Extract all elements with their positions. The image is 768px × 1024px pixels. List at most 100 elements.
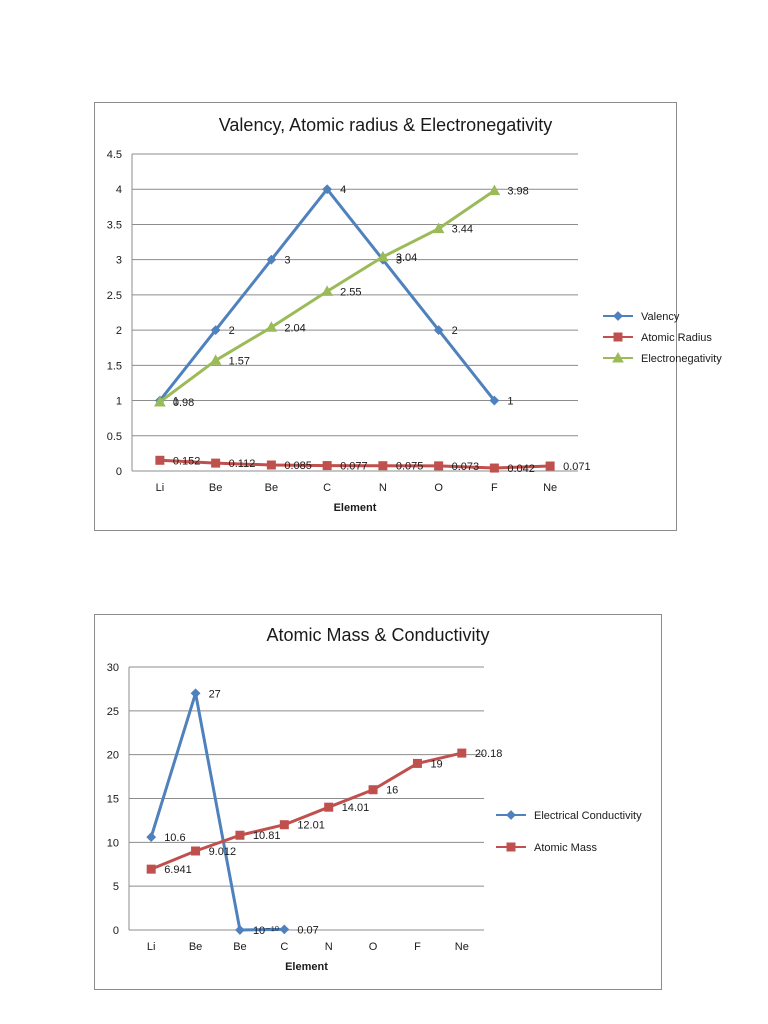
data-label: 3.44 [452, 224, 473, 236]
data-label: 0.042 [507, 463, 535, 475]
data-point [210, 325, 221, 336]
data-label: 1 [507, 396, 513, 408]
data-point [155, 455, 165, 465]
y-tick-label: 4.5 [107, 149, 122, 161]
data-point [368, 785, 378, 795]
gridlines [132, 153, 578, 472]
data-point [191, 846, 201, 856]
y-tick-label: 30 [107, 662, 119, 674]
data-label: 0.077 [340, 461, 368, 473]
data-point [279, 820, 289, 830]
data-point [321, 285, 333, 296]
data-label: 10.81 [253, 830, 281, 842]
data-label: 0.075 [396, 461, 424, 473]
data-label: 3 [284, 255, 290, 267]
y-tick-label: 1.5 [107, 360, 122, 372]
gridlines [129, 666, 484, 931]
legend-entry: Atomic Mass [534, 842, 597, 854]
data-label: 10⁻¹⁰ [253, 925, 280, 937]
x-tick-label: Be [265, 482, 278, 494]
series-line [158, 189, 496, 404]
x-tick-label: C [323, 482, 331, 494]
data-point [433, 325, 444, 336]
y-tick-label: 0 [116, 466, 122, 478]
data-point [457, 748, 467, 758]
x-tick-label: O [369, 941, 378, 953]
data-label: 2 [229, 325, 235, 337]
data-point [154, 395, 166, 407]
data-label: 19 [430, 758, 442, 770]
data-label: 2 [452, 325, 458, 337]
chart-plot-area: 0 0.5 1 1.5 2 2.5 3 3.5 4 4.5 Li Be Be C N O F Ne Element 1… [107, 149, 723, 514]
x-tick-label: Be [233, 941, 246, 953]
data-label: 27 [209, 688, 221, 700]
data-label: 16 [386, 785, 398, 797]
data-label: 2.04 [284, 322, 305, 334]
x-axis-title: Element [285, 961, 328, 973]
legend-entry: Electronegativity [641, 353, 722, 365]
x-tick-label: F [491, 482, 498, 494]
y-tick-label: 2 [116, 325, 122, 337]
data-label: 4 [340, 184, 346, 196]
data-point [235, 830, 245, 840]
data-label: 9.012 [209, 846, 237, 858]
data-point [266, 254, 277, 265]
data-label: 0.07 [297, 924, 318, 936]
data-point [235, 925, 245, 935]
data-point [265, 321, 278, 332]
data-point [324, 802, 334, 812]
x-tick-label: O [434, 482, 443, 494]
data-label: 10.6 [164, 832, 185, 844]
data-point [412, 758, 422, 768]
data-label: 0.085 [284, 460, 312, 472]
data-point [378, 461, 388, 471]
legend-marker [612, 351, 624, 363]
data-point [266, 460, 276, 470]
chart-valency-radius-electronegativity: Valency, Atomic radius & Electronegativi… [94, 102, 723, 531]
data-point [209, 354, 222, 365]
y-tick-label: 4 [116, 184, 122, 196]
y-tick-label: 0.5 [107, 431, 122, 443]
data-label: 3 [396, 255, 402, 267]
data-label: 0.152 [173, 455, 201, 467]
legend-marker [613, 311, 623, 321]
data-point [488, 184, 501, 196]
series-line [159, 458, 551, 470]
legend: Valency Atomic Radius Electronegativity [603, 311, 722, 365]
y-tick-label: 5 [113, 881, 119, 893]
data-label: 3.04 [396, 252, 417, 264]
data-point [377, 250, 389, 262]
data-point [432, 222, 445, 234]
y-tick-label: 25 [107, 706, 119, 718]
series-atomic-radius: 0.152 0.112 0.085 0.077 0.075 0.073 0.042 0.071 [155, 455, 591, 475]
legend: Electrical Conductivity Atomic Mass [496, 810, 642, 854]
chart-plot-area: 0 5 10 15 20 25 30 Li Be Be C N O F Ne Element 10.6 27 10⁻… [107, 662, 642, 973]
legend-entry: Atomic Radius [641, 332, 712, 344]
data-point [190, 688, 201, 699]
data-point [489, 395, 500, 406]
data-label: 6.941 [164, 864, 192, 876]
y-tick-label: 2.5 [107, 290, 122, 302]
x-tick-label: N [325, 941, 333, 953]
data-label: 12.01 [297, 820, 325, 832]
chart-title: Atomic Mass & Conductivity [266, 625, 490, 645]
data-point [434, 461, 444, 471]
x-tick-label: F [414, 941, 421, 953]
data-label: 0.071 [563, 461, 591, 473]
x-tick-label: Ne [455, 941, 469, 953]
legend-entry: Electrical Conductivity [534, 810, 642, 822]
data-label: 0.073 [452, 461, 480, 473]
data-point [322, 461, 332, 471]
x-tick-label: Ne [543, 482, 557, 494]
data-label: 1 [173, 396, 179, 408]
series-valency: 1 2 3 4 3 2 1 [154, 184, 514, 408]
data-point [322, 184, 333, 195]
y-tick-label: 1 [116, 396, 122, 408]
y-tick-label: 20 [107, 750, 119, 762]
x-tick-label: Li [147, 941, 156, 953]
data-point [146, 832, 157, 842]
legend-marker [613, 332, 623, 342]
x-axis-title: Element [334, 502, 377, 514]
data-point [279, 924, 290, 935]
y-tick-label: 0 [113, 925, 119, 937]
